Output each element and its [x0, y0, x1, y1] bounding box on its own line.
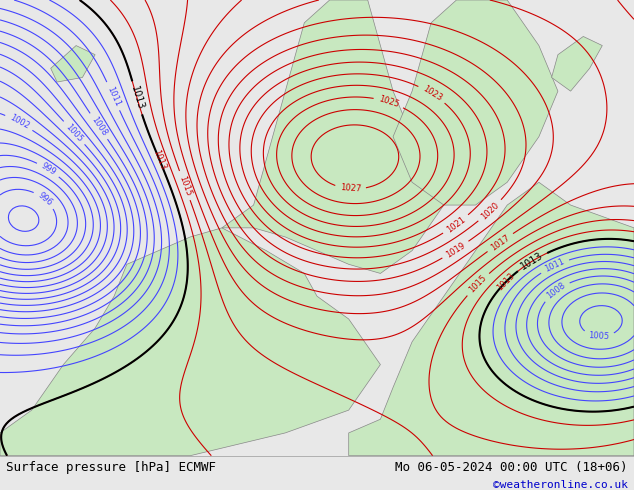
Polygon shape — [0, 228, 380, 456]
Text: 1020: 1020 — [479, 200, 501, 221]
Text: 996: 996 — [36, 191, 54, 208]
Text: 1015: 1015 — [467, 273, 488, 295]
Polygon shape — [393, 0, 558, 205]
Text: 1002: 1002 — [8, 113, 30, 131]
Text: Surface pressure [hPa] ECMWF: Surface pressure [hPa] ECMWF — [6, 461, 216, 474]
Polygon shape — [349, 182, 634, 456]
Text: Mo 06-05-2024 00:00 UTC (18+06): Mo 06-05-2024 00:00 UTC (18+06) — [395, 461, 628, 474]
Text: 1011: 1011 — [543, 257, 566, 274]
Text: 1015: 1015 — [177, 174, 193, 197]
Polygon shape — [552, 36, 602, 91]
Text: 1005: 1005 — [588, 331, 610, 342]
Text: 1021: 1021 — [445, 215, 467, 234]
Text: 1027: 1027 — [340, 183, 361, 194]
Text: 1013: 1013 — [495, 271, 517, 293]
Text: 1013: 1013 — [151, 148, 167, 171]
Text: 1017: 1017 — [489, 233, 512, 252]
Text: 1005: 1005 — [64, 122, 84, 144]
Text: 1013: 1013 — [519, 250, 545, 272]
Text: 1008: 1008 — [545, 281, 567, 301]
Text: 1023: 1023 — [421, 84, 443, 103]
Polygon shape — [222, 0, 444, 273]
Text: 1025: 1025 — [377, 95, 400, 109]
Text: 999: 999 — [39, 162, 57, 177]
Polygon shape — [51, 46, 95, 82]
Text: 1019: 1019 — [444, 241, 467, 259]
Text: 1011: 1011 — [105, 85, 122, 108]
Text: 1013: 1013 — [129, 85, 145, 111]
Text: 1008: 1008 — [89, 115, 108, 138]
Text: ©weatheronline.co.uk: ©weatheronline.co.uk — [493, 480, 628, 490]
